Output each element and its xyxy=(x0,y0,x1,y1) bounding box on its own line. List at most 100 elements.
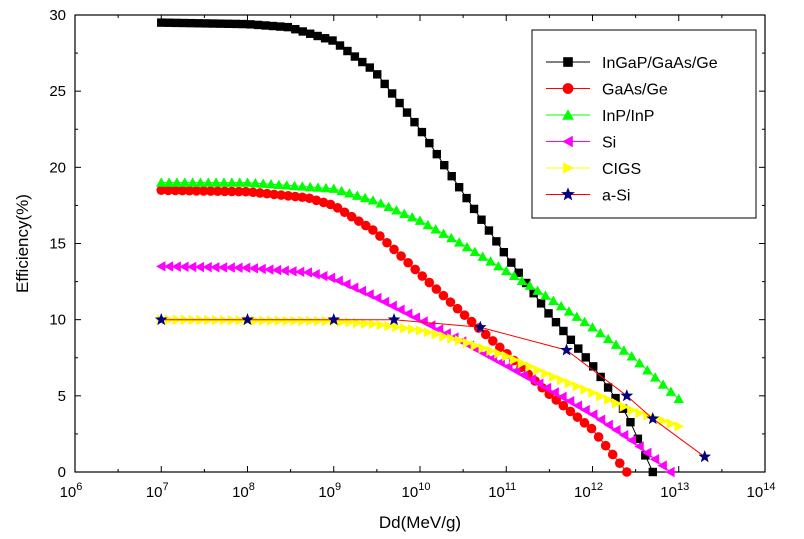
data-point xyxy=(518,369,529,381)
data-point xyxy=(234,177,245,187)
data-point xyxy=(587,322,598,332)
x-tick-label: 1012 xyxy=(574,481,603,501)
y-tick-label: 20 xyxy=(49,159,66,176)
data-point xyxy=(333,275,343,286)
data-point xyxy=(410,264,420,275)
data-point xyxy=(557,391,567,403)
data-point xyxy=(246,20,255,29)
data-point xyxy=(626,351,637,361)
data-point xyxy=(235,315,245,326)
data-point xyxy=(241,186,251,197)
data-point xyxy=(379,296,390,308)
data-point xyxy=(626,435,637,446)
data-point xyxy=(368,318,379,330)
data-point xyxy=(310,269,320,280)
data-point xyxy=(618,429,629,441)
data-point xyxy=(603,394,614,405)
data-point xyxy=(648,467,657,477)
data-point xyxy=(186,18,196,28)
data-point xyxy=(549,371,559,383)
data-point xyxy=(572,412,583,422)
data-point xyxy=(447,171,456,181)
data-point xyxy=(477,215,486,224)
data-point xyxy=(186,261,197,273)
data-point xyxy=(156,177,167,187)
data-point xyxy=(526,374,536,385)
data-point xyxy=(343,46,352,56)
data-point xyxy=(501,265,512,276)
data-point xyxy=(212,186,223,196)
data-point xyxy=(171,261,181,272)
data-point xyxy=(289,180,300,191)
data-point xyxy=(269,189,279,200)
data-point xyxy=(466,316,477,327)
x-tick-exponent: 6 xyxy=(76,481,82,493)
data-point xyxy=(325,272,336,284)
x-tick-exponent: 13 xyxy=(677,481,689,493)
data-point xyxy=(588,409,598,420)
data-point xyxy=(194,261,205,273)
data-point xyxy=(395,304,405,315)
data-point xyxy=(635,407,645,419)
data-point xyxy=(344,188,355,198)
data-point xyxy=(156,261,166,272)
data-point xyxy=(507,258,516,267)
data-point xyxy=(279,265,289,276)
data-point xyxy=(290,315,300,327)
data-point xyxy=(231,19,240,29)
data-point xyxy=(454,183,464,192)
data-point xyxy=(164,18,173,27)
data-point xyxy=(657,379,669,389)
data-point xyxy=(318,270,328,282)
data-point xyxy=(580,404,590,416)
data-point xyxy=(417,271,428,281)
y-tick-label: 15 xyxy=(49,236,66,253)
data-point xyxy=(508,270,520,281)
legend-entry: GaAs/Ge xyxy=(546,82,668,99)
data-point xyxy=(339,207,350,218)
data-point xyxy=(163,261,174,272)
data-point xyxy=(384,320,394,332)
data-point xyxy=(407,324,418,335)
data-point xyxy=(430,224,441,234)
data-point xyxy=(607,449,618,460)
legend-marker xyxy=(562,109,574,120)
data-point xyxy=(549,387,559,398)
data-point xyxy=(352,190,363,200)
data-point xyxy=(406,212,418,222)
data-point xyxy=(424,277,435,288)
data-point xyxy=(205,186,216,196)
data-point xyxy=(154,312,168,326)
data-point xyxy=(241,312,254,326)
data-point xyxy=(415,325,426,336)
data-point xyxy=(431,284,442,294)
data-point xyxy=(356,285,367,297)
data-point xyxy=(392,321,402,333)
data-point xyxy=(564,378,575,389)
x-tick-label: 107 xyxy=(146,481,169,501)
data-point xyxy=(163,177,175,187)
legend-entry: Si xyxy=(546,135,616,152)
data-point xyxy=(494,348,504,359)
data-point xyxy=(446,232,457,243)
legend-marker xyxy=(561,187,575,201)
data-point xyxy=(410,117,419,127)
data-point xyxy=(462,193,471,203)
data-point xyxy=(439,331,449,342)
data-point xyxy=(417,127,427,137)
data-point xyxy=(432,149,442,159)
data-point xyxy=(320,34,330,43)
data-point xyxy=(348,282,359,293)
data-point xyxy=(649,454,660,465)
data-point xyxy=(391,205,402,215)
data-point xyxy=(177,185,188,196)
data-point xyxy=(184,185,195,196)
data-point xyxy=(509,354,520,365)
data-point xyxy=(470,340,481,351)
legend-label: InGaP/GaAs/Ge xyxy=(602,55,718,72)
x-tick-exponent: 8 xyxy=(249,481,255,493)
data-point xyxy=(452,303,463,314)
data-point xyxy=(574,344,583,353)
data-point xyxy=(298,27,307,36)
data-point xyxy=(673,393,684,404)
